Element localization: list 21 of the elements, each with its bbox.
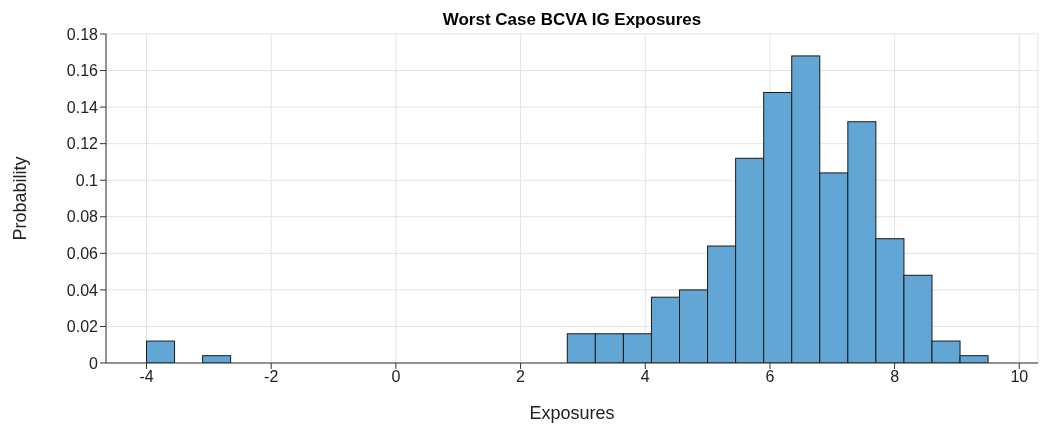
x-axis-title: Exposures (529, 403, 615, 423)
y-tick-label: 0.1 (75, 171, 99, 189)
y-tick-label: 0.14 (66, 98, 99, 116)
y-tick-label: 0.08 (66, 208, 99, 226)
x-tick-label: -4 (139, 368, 154, 386)
y-axis-title: Probability (10, 156, 31, 241)
y-tick-label: 0.16 (66, 62, 99, 80)
y-tick-label: 0.04 (66, 281, 99, 299)
y-tick-label: 0.12 (66, 135, 99, 153)
x-tick-label: 2 (516, 368, 526, 386)
x-tick-label: 0 (391, 368, 401, 386)
chart-title: Worst Case BCVA IG Exposures (441, 10, 703, 30)
y-tick-label: 0 (89, 354, 99, 372)
x-tick-label: 6 (765, 368, 775, 386)
x-tick-label: -2 (264, 368, 279, 386)
x-tick-label: 10 (1010, 368, 1029, 386)
x-tick-label: 4 (640, 368, 650, 386)
x-tick-label: 8 (890, 368, 900, 386)
y-tick-label: 0.02 (66, 318, 99, 336)
y-tick-label: 0.06 (66, 245, 99, 263)
y-tick-label: 0.18 (66, 25, 99, 43)
